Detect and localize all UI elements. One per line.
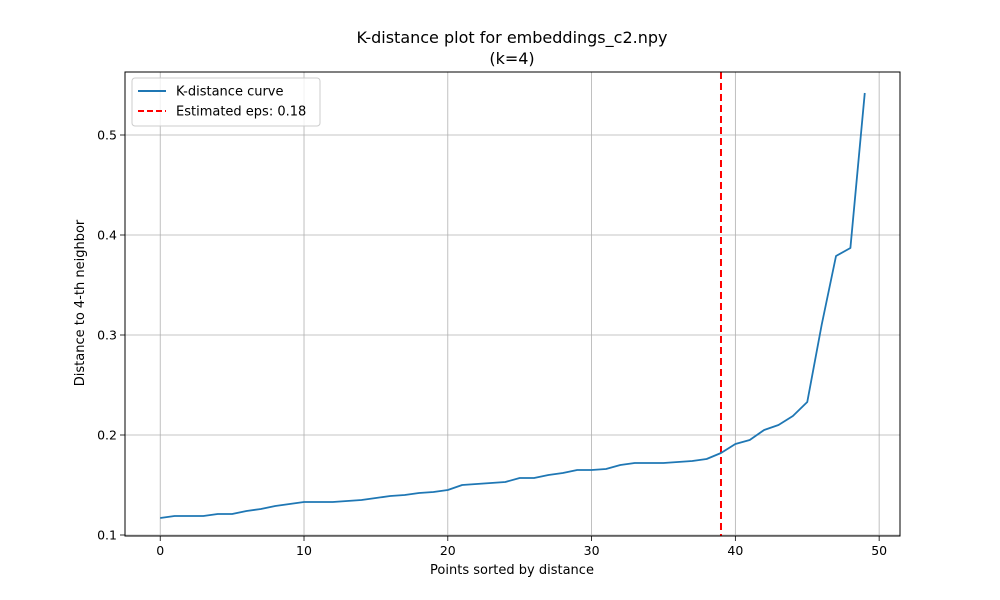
x-tick-label: 0 <box>156 543 164 558</box>
grid-layer <box>125 72 900 536</box>
x-tick-label: 50 <box>871 543 887 558</box>
y-axis-label: Distance to 4-th neighbor <box>73 219 88 386</box>
x-tick-label: 30 <box>584 543 600 558</box>
y-tick-label: 0.5 <box>97 128 117 143</box>
y-axis-ticks: 0.1 0.2 0.3 0.4 0.5 <box>97 128 125 543</box>
legend-label-estimated-eps: Estimated eps: 0.18 <box>176 105 306 120</box>
y-tick-label: 0.1 <box>97 528 117 543</box>
chart-title: K-distance plot for embeddings_c2.npy <box>357 28 668 48</box>
k-distance-curve-line <box>160 92 866 519</box>
y-tick-label: 0.3 <box>97 328 117 343</box>
x-axis-label: Points sorted by distance <box>430 563 594 578</box>
x-tick-label: 20 <box>440 543 456 558</box>
legend: K-distance curve Estimated eps: 0.18 <box>131 77 321 127</box>
legend-box <box>131 77 321 127</box>
y-tick-label: 0.2 <box>97 428 117 443</box>
series-layer <box>160 92 866 519</box>
y-tick-label: 0.4 <box>97 228 117 243</box>
chart-subtitle: (k=4) <box>489 49 534 68</box>
x-axis-ticks: 0 10 20 30 40 50 <box>156 536 887 558</box>
x-tick-label: 10 <box>296 543 312 558</box>
legend-label-k-distance-curve: K-distance curve <box>176 85 284 100</box>
x-tick-label: 40 <box>727 543 743 558</box>
plot-frame <box>124 71 901 537</box>
